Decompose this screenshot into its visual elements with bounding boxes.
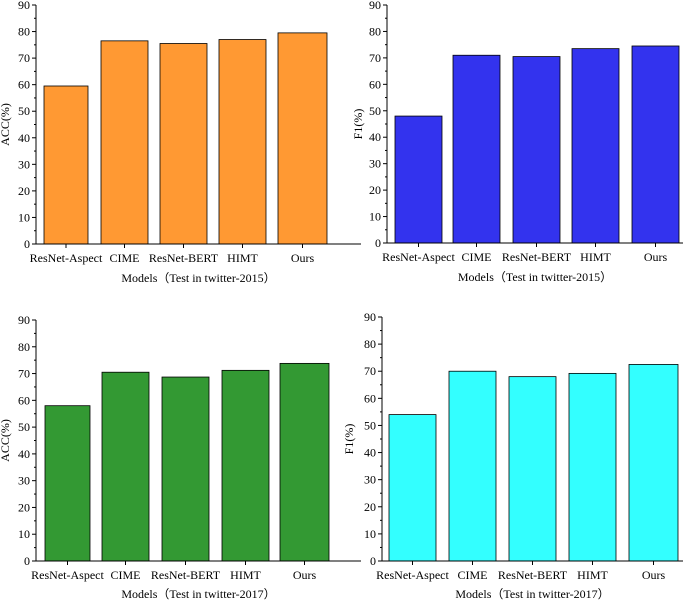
x-tick-label: Ours bbox=[291, 251, 315, 265]
y-tick-label: 80 bbox=[369, 24, 381, 38]
y-tick-label: 60 bbox=[18, 78, 30, 92]
bar-ours bbox=[628, 364, 679, 562]
y-tick-label: 90 bbox=[369, 0, 381, 12]
chart-panel-4: 0 10 20 30 40 50 60 70 80 90 ResNet-Aspect CIME ResN… bbox=[342, 310, 683, 601]
bar-himt bbox=[221, 369, 270, 562]
x-tick-label: HIMT bbox=[227, 251, 258, 265]
x-tick-label: CIME bbox=[458, 568, 488, 582]
y-tick-label: 20 bbox=[369, 183, 381, 197]
bar-resnet-bert bbox=[512, 56, 561, 244]
y-tick-label: 10 bbox=[18, 527, 30, 541]
y-tick-label: 70 bbox=[364, 364, 376, 378]
bar-himt bbox=[218, 39, 267, 245]
y-tick-label: 30 bbox=[18, 157, 30, 171]
x-tick-label: CIME bbox=[110, 251, 140, 265]
y-axis-title: F1(%) bbox=[342, 424, 356, 455]
bar-resnet-aspect bbox=[44, 405, 91, 562]
y-tick-label: 50 bbox=[369, 104, 381, 118]
x-tick-label: CIME bbox=[462, 250, 492, 264]
bar-ours bbox=[277, 32, 328, 245]
x-tick-label: Ours bbox=[293, 568, 317, 582]
y-tick-label: 30 bbox=[18, 474, 30, 488]
x-tick-label: Ours bbox=[642, 568, 666, 582]
bar-resnet-bert bbox=[508, 376, 557, 562]
y-axis-title: ACC(%) bbox=[0, 419, 12, 462]
y-tick-label: 60 bbox=[369, 77, 381, 91]
y-tick-label: 30 bbox=[369, 157, 381, 171]
x-axis-title: Models（Test in twitter-2015） bbox=[458, 270, 612, 284]
bar-ours bbox=[279, 362, 330, 562]
bar-resnet-aspect bbox=[43, 85, 89, 245]
x-tick-label: HIMT bbox=[577, 568, 608, 582]
y-tick-label: 70 bbox=[18, 367, 30, 381]
y-tick-label: 30 bbox=[364, 473, 376, 487]
y-tick-label: 0 bbox=[370, 554, 376, 568]
bar-himt bbox=[568, 372, 617, 562]
x-tick-label: ResNet-Aspect bbox=[382, 250, 455, 264]
x-axis-title: Models（Test in twitter-2017） bbox=[455, 587, 609, 601]
bar-resnet-bert bbox=[161, 376, 210, 562]
y-tick-label: 70 bbox=[18, 51, 30, 65]
bar-ours bbox=[631, 45, 680, 244]
bar-resnet-aspect bbox=[388, 414, 437, 562]
bar-cime bbox=[101, 371, 150, 562]
x-axis-title: Models（Test in twitter-2015） bbox=[121, 271, 275, 285]
y-tick-label: 10 bbox=[18, 210, 30, 224]
y-tick-label: 10 bbox=[369, 210, 381, 224]
y-tick-label: 20 bbox=[364, 500, 376, 514]
y-tick-label: 50 bbox=[364, 418, 376, 432]
x-tick-label: ResNet-BERT bbox=[149, 251, 219, 265]
x-tick-label: ResNet-BERT bbox=[502, 250, 572, 264]
y-tick-label: 90 bbox=[364, 310, 376, 324]
y-tick-label: 40 bbox=[18, 131, 30, 145]
y-tick-label: 80 bbox=[364, 337, 376, 351]
y-tick-label: 40 bbox=[18, 447, 30, 461]
y-tick-label: 20 bbox=[18, 184, 30, 198]
y-tick-label: 10 bbox=[364, 527, 376, 541]
bar-resnet-bert bbox=[159, 43, 208, 245]
chart-panel-2: 0 10 20 30 40 50 60 70 80 90 ResNet-Aspect CIME ResN… bbox=[351, 0, 683, 284]
x-tick-label: ResNet-BERT bbox=[151, 568, 221, 582]
y-tick-label: 50 bbox=[18, 420, 30, 434]
bar-cime bbox=[448, 370, 497, 562]
x-tick-label: HIMT bbox=[230, 568, 261, 582]
y-tick-label: 50 bbox=[18, 104, 30, 118]
chart-panel-3: 0 10 20 30 40 50 60 70 80 90 ResNet-Aspect CIME ResN… bbox=[0, 313, 361, 601]
x-tick-label: HIMT bbox=[580, 250, 611, 264]
x-tick-label: ResNet-Aspect bbox=[376, 568, 449, 582]
y-tick-label: 90 bbox=[18, 313, 30, 327]
y-tick-label: 90 bbox=[18, 0, 30, 12]
bar-himt bbox=[571, 48, 620, 244]
y-tick-label: 20 bbox=[18, 500, 30, 514]
y-axis-title: F1(%) bbox=[351, 109, 365, 140]
bar-cime bbox=[452, 54, 501, 244]
x-tick-label: CIME bbox=[111, 568, 141, 582]
y-tick-label: 40 bbox=[364, 446, 376, 460]
x-tick-label: ResNet-Aspect bbox=[30, 251, 103, 265]
y-tick-label: 70 bbox=[369, 51, 381, 65]
x-tick-label: ResNet-Aspect bbox=[31, 568, 104, 582]
y-tick-label: 0 bbox=[24, 237, 30, 251]
chart-panel-1: 0 10 20 30 40 50 60 70 80 90 ResNet-Aspect CIME ResN… bbox=[0, 0, 361, 285]
y-tick-label: 80 bbox=[18, 25, 30, 39]
x-tick-label: ResNet-BERT bbox=[498, 568, 568, 582]
y-tick-label: 80 bbox=[18, 340, 30, 354]
x-tick-label: Ours bbox=[644, 250, 668, 264]
bar-cime bbox=[100, 40, 149, 245]
bar-resnet-aspect bbox=[394, 115, 443, 244]
y-axis-title: ACC(%) bbox=[0, 103, 12, 146]
x-axis-title: Models（Test in twitter-2017） bbox=[121, 587, 275, 601]
y-tick-label: 60 bbox=[18, 393, 30, 407]
y-tick-label: 0 bbox=[375, 236, 381, 250]
y-tick-label: 0 bbox=[24, 554, 30, 568]
y-tick-label: 40 bbox=[369, 130, 381, 144]
y-tick-label: 60 bbox=[364, 391, 376, 405]
